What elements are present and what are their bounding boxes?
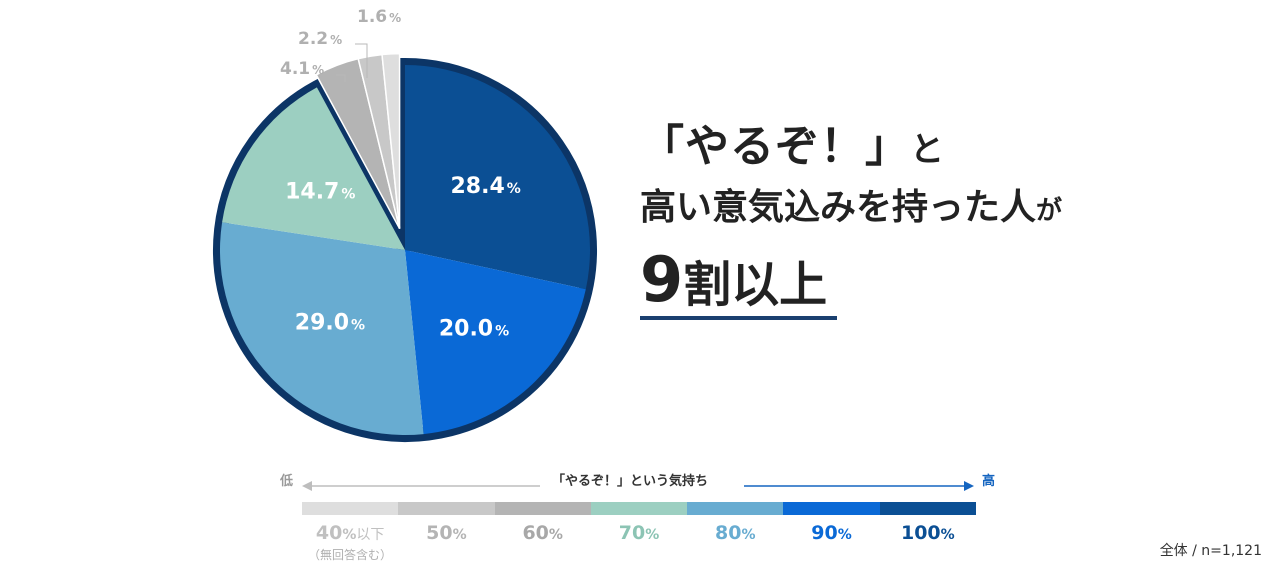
scale-segment-100 [879, 502, 976, 515]
scale-level-percent: % [342, 527, 357, 543]
headline-line2-particle: が [1036, 196, 1063, 226]
scale-low-label: 低 [280, 474, 294, 489]
scale-level-suffix: 以下 [356, 527, 385, 543]
scale-level-value: 70 [618, 522, 646, 544]
scale-high-label: 高 [982, 474, 996, 489]
scale-level-value: 60 [522, 522, 549, 544]
slice-callout-label: 4.1% [280, 59, 324, 79]
scale-level-percent: % [452, 527, 467, 543]
scale-level-percent: % [837, 527, 852, 543]
scale-segment-70 [590, 502, 688, 515]
scale-segment-60 [494, 502, 591, 515]
scale-level-label-40: 40%以下 [302, 522, 398, 544]
callout-leader-line [336, 74, 346, 82]
scale-color-bar [302, 502, 976, 515]
slice-callout-label: 2.2% [298, 29, 342, 49]
slice-value-label: 29.0% [295, 310, 365, 335]
headline-word: やるぞ！ [685, 121, 865, 172]
scale-level-label-80: 80% [687, 522, 783, 544]
pie-chart: 28.4 % 20.0 % 29.0 % 14.7 % 4.1 % 2.2 % 1.6% [213, 7, 597, 442]
scale-level-value: 100 [900, 522, 941, 544]
headline-particle: と [910, 130, 945, 170]
scale-level-label-60: 60% [495, 522, 591, 544]
slice-callout-label: 1.6% [357, 7, 401, 27]
scale-axis: 低 「やるぞ！」という気持ち 高 [270, 470, 995, 500]
scale-title: 「やるぞ！」という気持ち [552, 474, 709, 489]
scale-level-value: 40 [315, 522, 343, 544]
scale-level-percent: % [741, 527, 756, 543]
headline-ratio-text: 割以上 [683, 257, 828, 313]
pie-slice-90pct [405, 250, 586, 435]
headline: 「やるぞ！」と 高い意気込みを持った人が 9割以上 [640, 118, 1062, 320]
slice-value-label: 20.0% [439, 316, 509, 341]
scale-level-value: 80 [715, 522, 742, 544]
headline-number: 9 [640, 243, 684, 316]
sample-size-footnote: 全体 / n=1,121 [1159, 543, 1262, 559]
scale-segment-40 [302, 502, 399, 515]
scale-level-percent: % [940, 527, 955, 543]
scale-level-percent: % [548, 527, 563, 543]
scale-level-label-50: 50% [398, 522, 494, 544]
scale-level-label-100: 100% [880, 522, 976, 544]
high-arrow-head [964, 481, 974, 491]
headline-line-1: 「やるぞ！」と [640, 118, 1062, 179]
scale-segment-80 [687, 502, 784, 515]
slice-value-label: 14.7% [285, 179, 355, 204]
headline-close-bracket: 」 [865, 121, 910, 172]
pie-slice-100pct [405, 65, 590, 290]
headline-open-bracket: 「 [640, 121, 685, 172]
pie-slice-40pct以下 [381, 52, 401, 229]
scale-level-labels: 40%以下 50% 60% 70% 80% 90% 100% [302, 522, 976, 544]
low-arrow-head [302, 481, 312, 491]
slice-value-label: 28.4% [450, 174, 520, 199]
callout-leader-line [355, 43, 368, 78]
scale-arrows [302, 481, 974, 491]
scale-note: （無回答含む） [307, 548, 392, 562]
pie-slice-80pct [220, 222, 424, 435]
scale-segment-90 [783, 502, 880, 515]
pie-slice-70pct [222, 87, 405, 251]
scale-segment-50 [398, 502, 495, 515]
scale-level-label-70: 70% [591, 522, 687, 544]
headline-line-2: 高い意気込みを持った人が [640, 181, 1062, 238]
scale-level-label-90: 90% [783, 522, 879, 544]
scale-level-value: 90 [811, 522, 838, 544]
scale-level-percent: % [645, 527, 660, 543]
headline-line2-main: 高い意気込みを持った人 [640, 187, 1037, 228]
scale-level-value: 50 [426, 522, 453, 544]
headline-line-3: 9割以上 [640, 243, 838, 320]
